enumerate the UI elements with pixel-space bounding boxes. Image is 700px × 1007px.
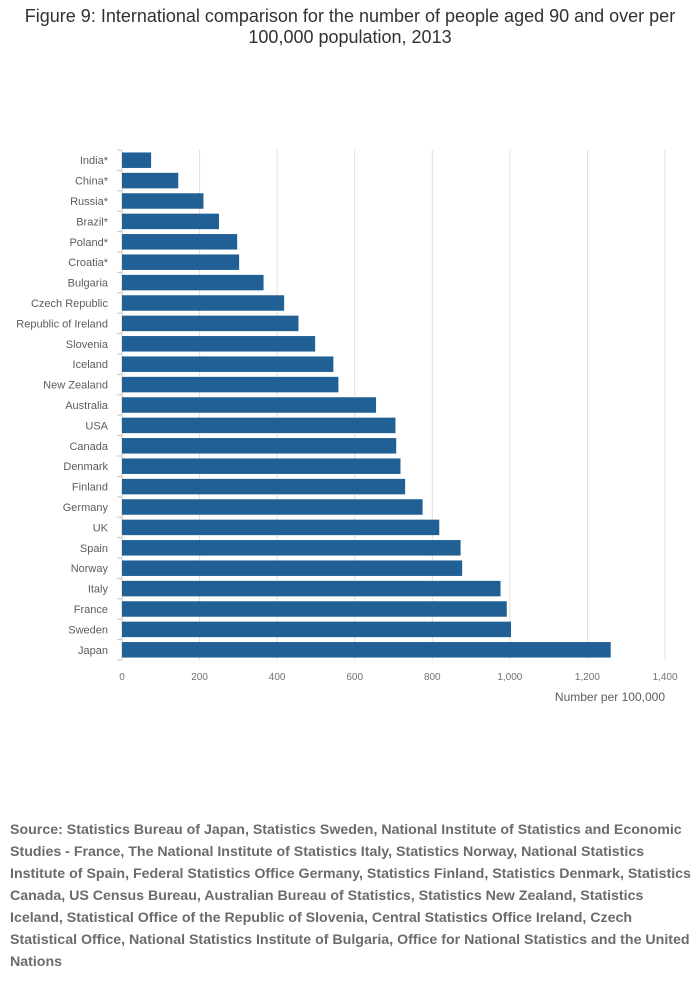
bar xyxy=(122,580,501,597)
bar xyxy=(122,295,285,311)
bar xyxy=(122,540,461,556)
bar xyxy=(122,152,152,168)
category-label: Poland* xyxy=(69,237,108,249)
category-label: Japan xyxy=(78,645,108,657)
category-label: Norway xyxy=(71,563,109,575)
bar xyxy=(122,274,264,291)
bar xyxy=(122,172,179,189)
bar xyxy=(122,397,377,413)
bar-chart: 0 200 400 600 800 1,000 1,200 1,400 India* China*… xyxy=(16,149,678,704)
category-label: China* xyxy=(75,176,109,188)
category-label: Czech Republic xyxy=(31,298,109,310)
x-tick-label: 600 xyxy=(346,672,363,683)
category-label: Canada xyxy=(69,441,108,453)
category-label: France xyxy=(74,604,108,616)
bar xyxy=(122,560,463,576)
bar xyxy=(122,234,238,250)
category-label: Croatia* xyxy=(68,257,108,269)
category-label: USA xyxy=(85,420,108,432)
category-label: New Zealand xyxy=(43,380,108,392)
x-tick-label: 800 xyxy=(424,672,441,683)
category-label: Sweden xyxy=(68,624,108,636)
category-label: Brazil* xyxy=(76,216,109,228)
bar xyxy=(122,478,406,495)
category-label: Denmark xyxy=(63,461,108,473)
category-label: Slovenia xyxy=(66,339,109,351)
category-label: Republic of Ireland xyxy=(16,318,108,330)
x-tick-label: 1,400 xyxy=(652,672,677,683)
chart-title: Figure 9: International comparison for t… xyxy=(24,6,676,47)
category-label: Spain xyxy=(80,543,108,555)
bar xyxy=(122,193,204,209)
x-tick-label: 1,000 xyxy=(497,672,522,683)
source-note: Source: Statistics Bureau of Japan, Stat… xyxy=(10,822,691,970)
bar xyxy=(122,417,396,434)
x-tick-label: 200 xyxy=(191,672,208,683)
x-tick-label: 0 xyxy=(119,672,125,683)
bar xyxy=(122,519,440,536)
bar xyxy=(122,621,512,638)
bar xyxy=(122,438,397,454)
x-axis-title: Number per 100,000 xyxy=(555,690,665,704)
bar xyxy=(122,213,219,230)
bar xyxy=(122,499,423,515)
category-label: Germany xyxy=(63,502,109,514)
bar xyxy=(122,601,507,617)
category-label: UK xyxy=(93,522,109,534)
category-label: Finland xyxy=(72,482,108,494)
bar xyxy=(122,254,240,270)
category-label: Bulgaria xyxy=(68,278,109,290)
bar xyxy=(122,315,299,332)
bar xyxy=(122,642,611,658)
category-label: Australia xyxy=(65,400,109,412)
bar xyxy=(122,336,316,352)
category-label: Russia* xyxy=(70,196,109,208)
x-tick-label: 1,200 xyxy=(575,672,600,683)
x-tick-label: 400 xyxy=(269,672,286,683)
category-label: Italy xyxy=(88,584,109,596)
bar xyxy=(122,356,334,372)
bar xyxy=(122,458,401,474)
bar xyxy=(122,376,339,393)
category-label: Iceland xyxy=(73,359,108,371)
category-label: India* xyxy=(80,155,109,167)
